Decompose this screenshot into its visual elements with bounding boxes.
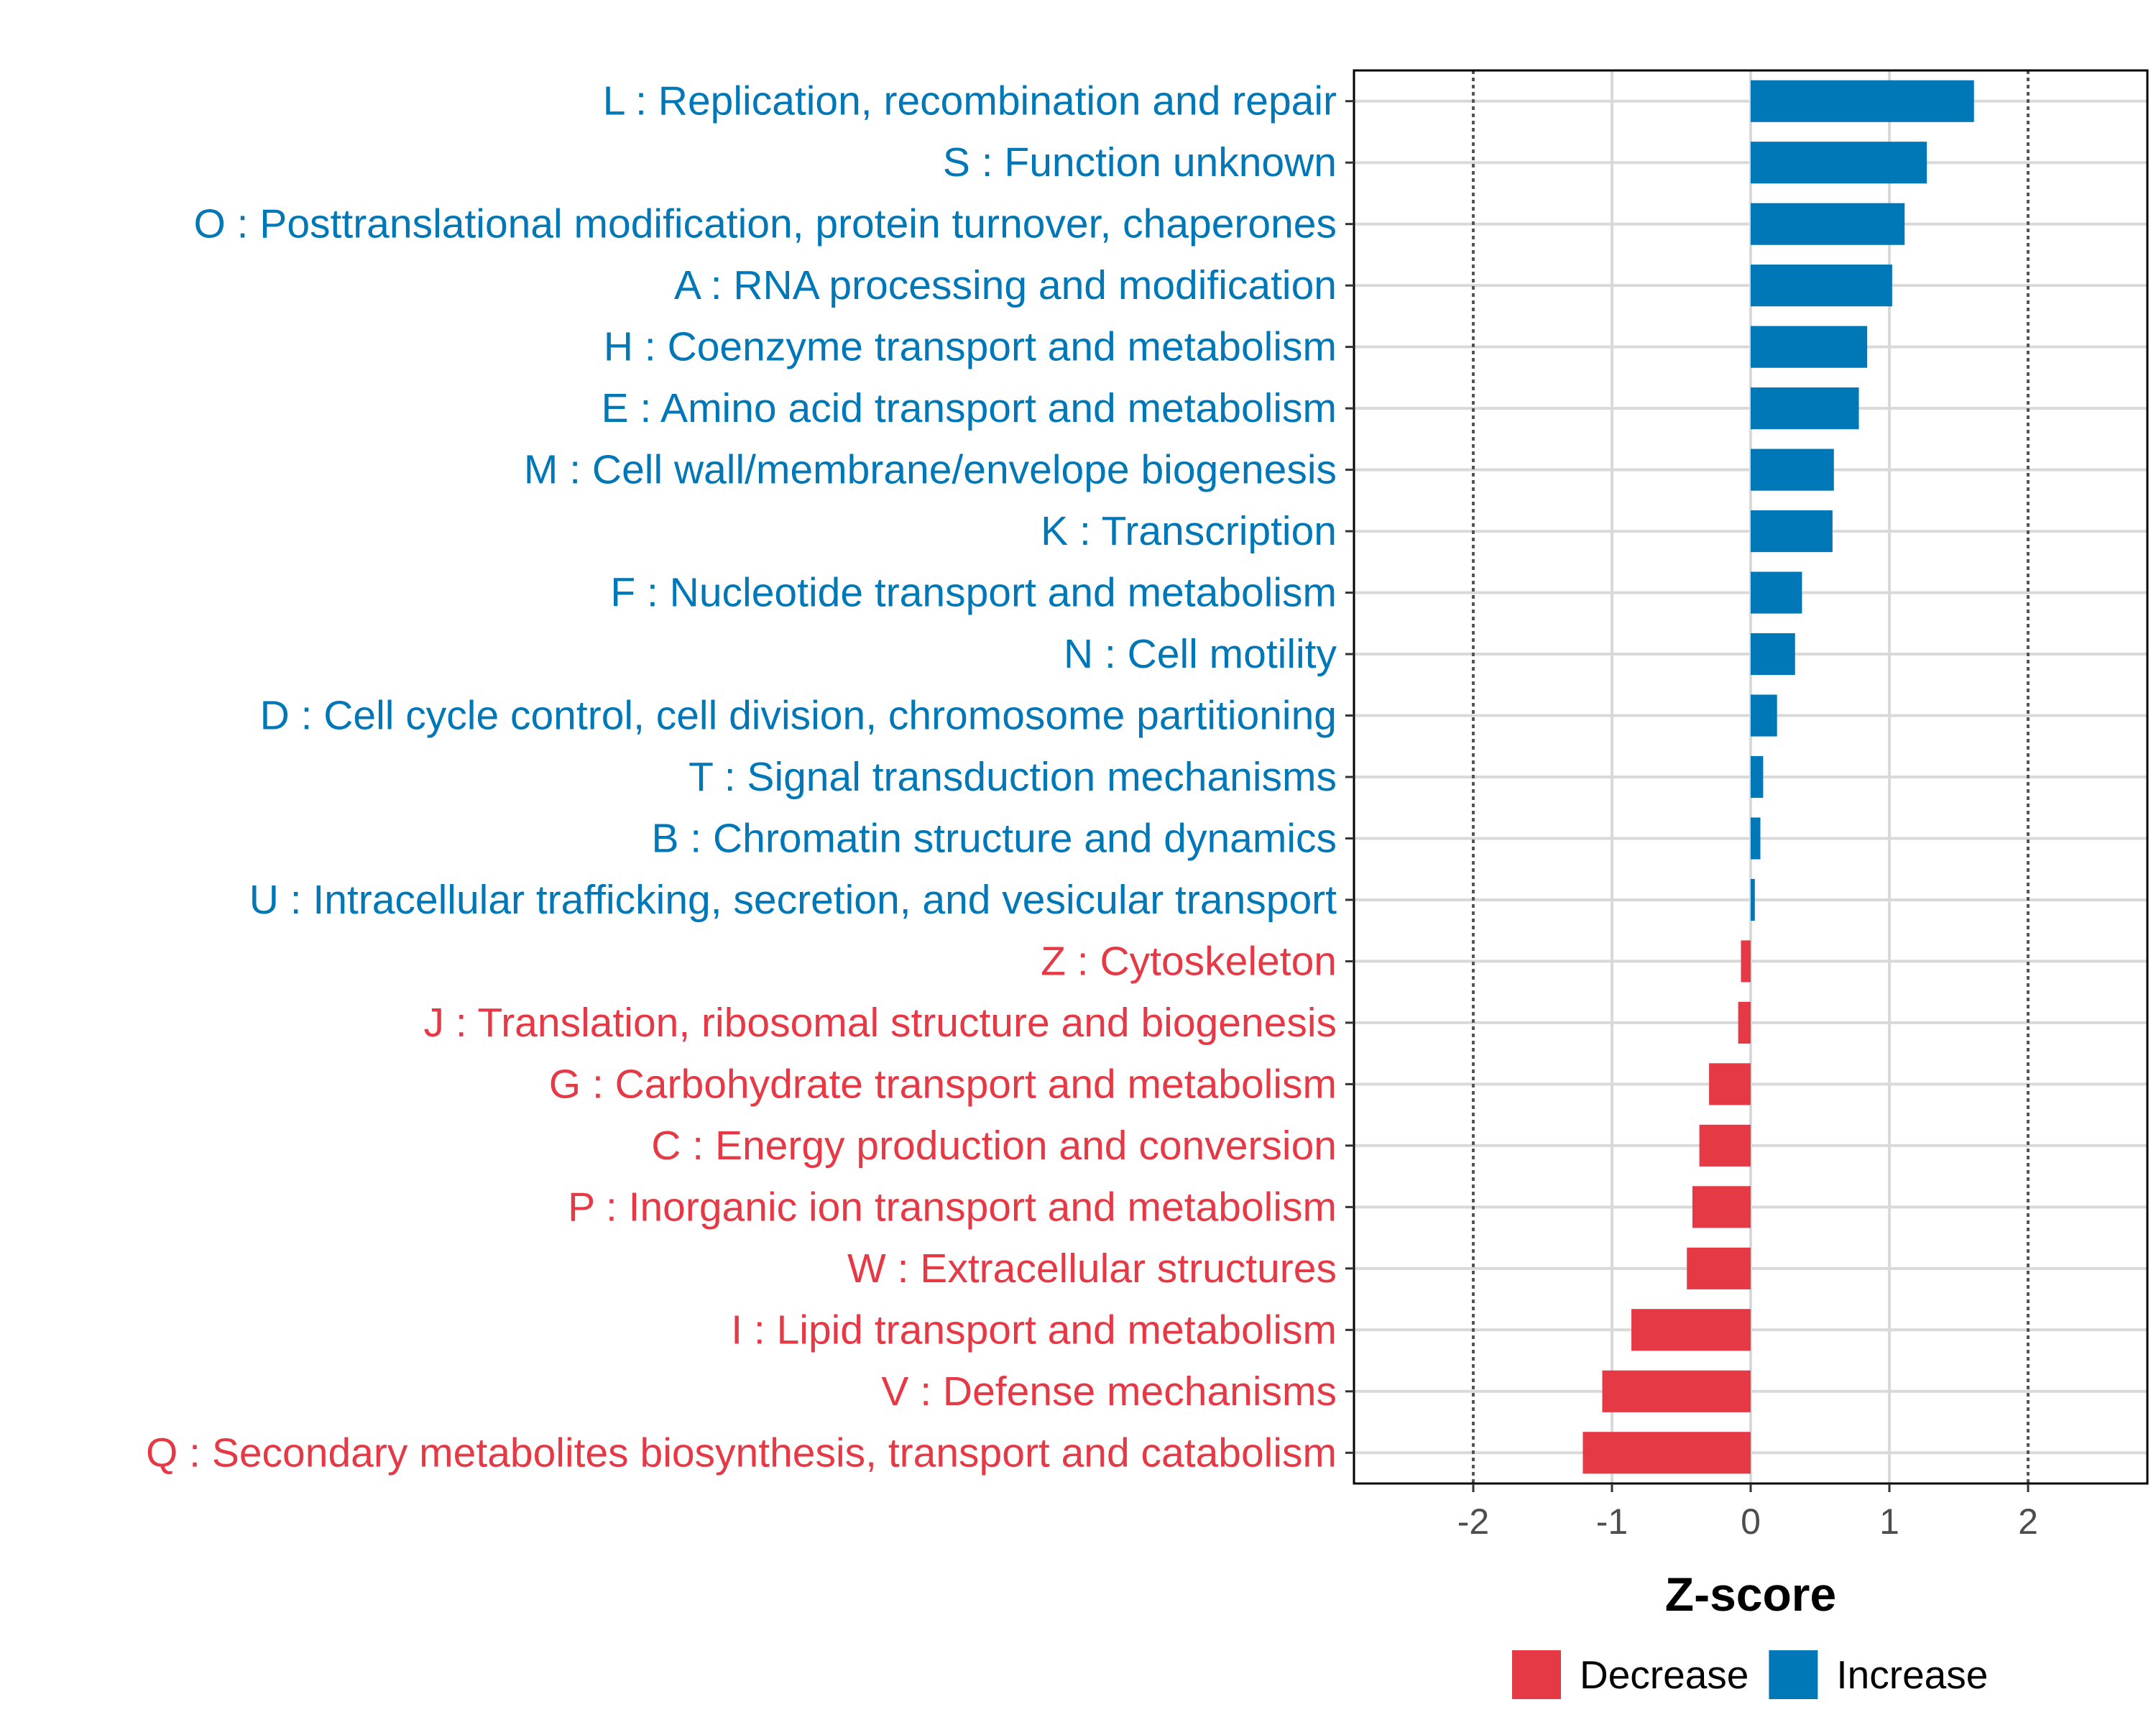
y-tick-label: H : Coenzyme transport and metabolism [604,324,1337,370]
bar-layer [1583,80,1974,1474]
x-tick-label: -2 [1457,1501,1489,1542]
legend-label: Decrease [1580,1652,1749,1697]
bar [1738,1001,1751,1044]
y-tick-label: B : Chromatin structure and dynamics [651,815,1337,861]
bar [1692,1186,1751,1228]
y-tick-label: F : Nucleotide transport and metabolism [610,570,1337,616]
bar [1751,510,1833,553]
y-tick-label: U : Intracellular trafficking, secretion… [249,877,1337,923]
y-tick-label: C : Energy production and conversion [651,1123,1337,1169]
bar [1751,571,1802,614]
x-tick-label: 1 [1879,1501,1899,1542]
bar [1751,80,1974,122]
y-tick-label: T : Signal transduction mechanisms [688,754,1337,800]
y-tick-label: E : Amino acid transport and metabolism [602,385,1337,431]
y-tick-label: I : Lipid transport and metabolism [731,1307,1337,1353]
y-tick-label: V : Defense mechanisms [881,1368,1337,1414]
y-tick-label: P : Inorganic ion transport and metaboli… [568,1184,1337,1230]
bar [1751,387,1859,430]
reference-lines [1471,70,2030,1484]
legend-label: Increase [1836,1652,1988,1697]
legend-swatch [1769,1650,1818,1699]
bar [1602,1370,1751,1412]
y-tick-label: Z : Cytoskeleton [1041,938,1337,984]
bar [1631,1309,1751,1351]
bar [1751,142,1927,184]
bar [1699,1124,1751,1167]
x-axis-ticks: -2 -1 0 1 2 [1457,1484,2038,1542]
bar [1751,878,1755,921]
bar [1751,755,1764,799]
x-axis-title: Z-score [1665,1568,1836,1621]
y-axis-category-labels: L : Replication, recombination and repai… [146,78,1337,1476]
bar [1751,694,1777,737]
x-tick-label: 0 [1741,1501,1761,1542]
y-axis-ticks [1345,100,1354,1454]
y-tick-label: K : Transcription [1041,508,1337,554]
x-tick-label: -1 [1596,1501,1628,1542]
y-tick-label: S : Function unknown [943,139,1337,185]
legend-swatch [1512,1650,1561,1699]
bar [1751,448,1834,491]
bar [1751,817,1761,860]
y-tick-label: A : RNA processing and modification [674,262,1337,308]
bar [1583,1432,1751,1474]
y-tick-label: Q : Secondary metabolites biosynthesis, … [146,1430,1337,1476]
bar [1751,326,1868,368]
y-tick-label: D : Cell cycle control, cell division, c… [260,693,1337,739]
bar [1687,1247,1751,1289]
bar [1741,940,1751,983]
bar [1751,264,1892,307]
legend: Decrease Increase [1512,1650,1988,1699]
y-tick-label: W : Extracellular structures [847,1246,1337,1292]
y-tick-label: J : Translation, ribosomal structure and… [424,1000,1337,1046]
x-tick-label: 2 [2018,1501,2038,1542]
bar [1709,1063,1751,1105]
bar [1751,632,1795,676]
y-tick-label: O : Posttranslational modification, prot… [193,201,1337,247]
y-tick-label: L : Replication, recombination and repai… [603,78,1337,124]
y-tick-label: G : Carbohydrate transport and metabolis… [549,1061,1337,1107]
bar [1751,203,1905,245]
y-tick-label: N : Cell motility [1064,631,1337,677]
y-tick-label: M : Cell wall/membrane/envelope biogenes… [524,447,1337,493]
